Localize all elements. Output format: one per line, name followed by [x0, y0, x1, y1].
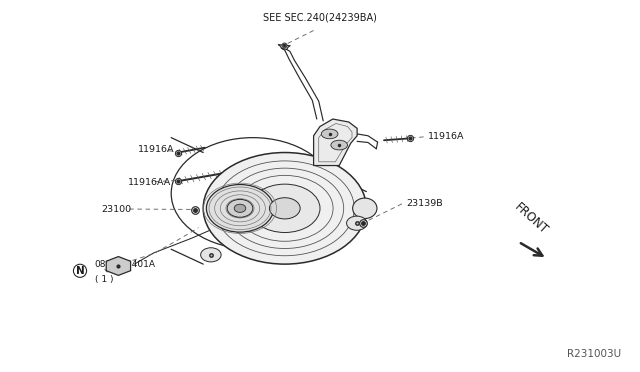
- Text: 23100: 23100: [101, 205, 131, 214]
- Text: FRONT: FRONT: [512, 201, 550, 237]
- Ellipse shape: [269, 198, 300, 219]
- Text: 11916A: 11916A: [138, 145, 174, 154]
- Ellipse shape: [206, 185, 274, 232]
- Circle shape: [321, 129, 338, 139]
- Ellipse shape: [201, 248, 221, 262]
- Text: N: N: [76, 266, 84, 276]
- Ellipse shape: [353, 198, 377, 219]
- Polygon shape: [314, 119, 357, 166]
- Circle shape: [331, 140, 348, 150]
- Text: 11916A: 11916A: [428, 132, 464, 141]
- Ellipse shape: [227, 199, 253, 217]
- Ellipse shape: [347, 216, 367, 230]
- Text: 23139B: 23139B: [406, 199, 443, 208]
- Ellipse shape: [204, 153, 366, 264]
- Polygon shape: [106, 257, 131, 275]
- Text: R231003U: R231003U: [566, 349, 621, 359]
- Ellipse shape: [250, 184, 320, 232]
- Text: 08918-3401A: 08918-3401A: [95, 260, 156, 269]
- Text: SEE SEC.240(24239BA): SEE SEC.240(24239BA): [263, 12, 377, 22]
- Text: ( 1 ): ( 1 ): [95, 275, 113, 284]
- Text: 11916AA: 11916AA: [128, 178, 172, 187]
- Ellipse shape: [234, 204, 246, 212]
